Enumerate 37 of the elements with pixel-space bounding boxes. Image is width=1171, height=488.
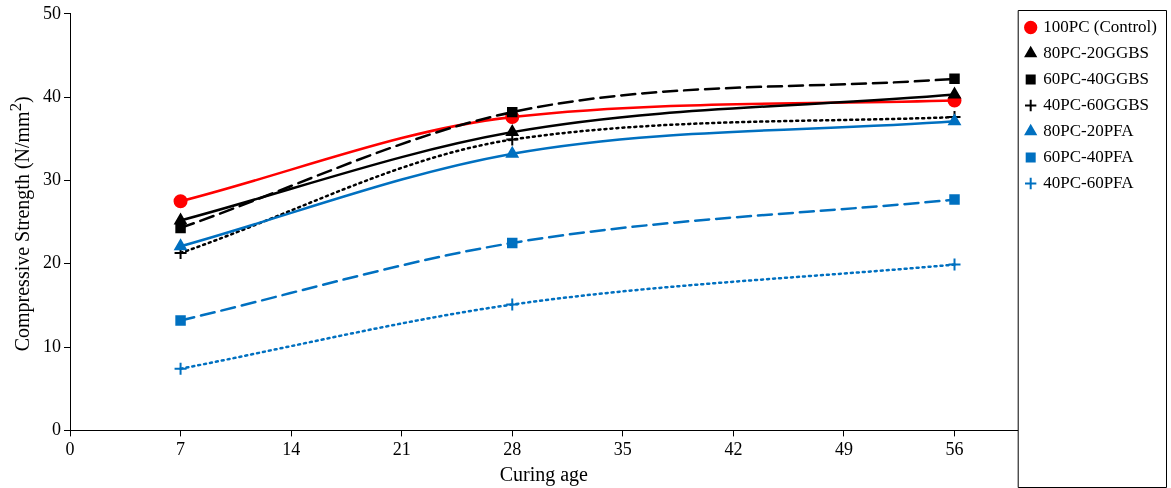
legend-label: 60PC-40PFA: [1043, 146, 1135, 166]
legend-label: 80PC-20GGBS: [1043, 42, 1149, 62]
x-axis-title: Curing age: [499, 463, 589, 487]
point: [506, 125, 519, 137]
point: [949, 194, 960, 205]
x-tick-label: 49: [834, 438, 853, 459]
point: [948, 114, 961, 126]
y-tick-label: 0: [52, 419, 61, 440]
point: [949, 73, 960, 85]
y-tick-label: 10: [43, 335, 61, 356]
y-tick-label: 50: [43, 2, 61, 23]
x-tick-label: 21: [392, 438, 411, 459]
x-tick-label: 7: [176, 438, 186, 459]
point: [947, 257, 962, 272]
point: [505, 297, 520, 312]
point: [173, 361, 188, 376]
x-tick-label: 56: [945, 438, 964, 459]
y-tick-label: 30: [43, 169, 61, 190]
point: [175, 315, 186, 326]
x-tick-label: 42: [724, 438, 743, 459]
x-tick-label: 35: [613, 438, 632, 459]
point: [507, 106, 518, 118]
x-tick-label: 0: [65, 438, 75, 459]
legend-label: 100PC (Control): [1043, 16, 1157, 36]
legend-label: 60PC-40GGBS: [1043, 68, 1149, 88]
x-tick-label: 14: [282, 438, 301, 459]
legend-label: 40PC-60GGBS: [1043, 94, 1149, 114]
y-tick-label: 20: [43, 252, 61, 273]
point: [948, 87, 961, 99]
point: [173, 194, 188, 209]
x-tick-label: 28: [503, 438, 522, 459]
point: [174, 239, 187, 251]
y-tick-label: 40: [43, 85, 61, 106]
legend-label: 80PC-20PFA: [1043, 120, 1135, 140]
point: [506, 146, 519, 158]
point: [507, 237, 518, 249]
legend-label: 40PC-60PFA: [1043, 172, 1135, 192]
